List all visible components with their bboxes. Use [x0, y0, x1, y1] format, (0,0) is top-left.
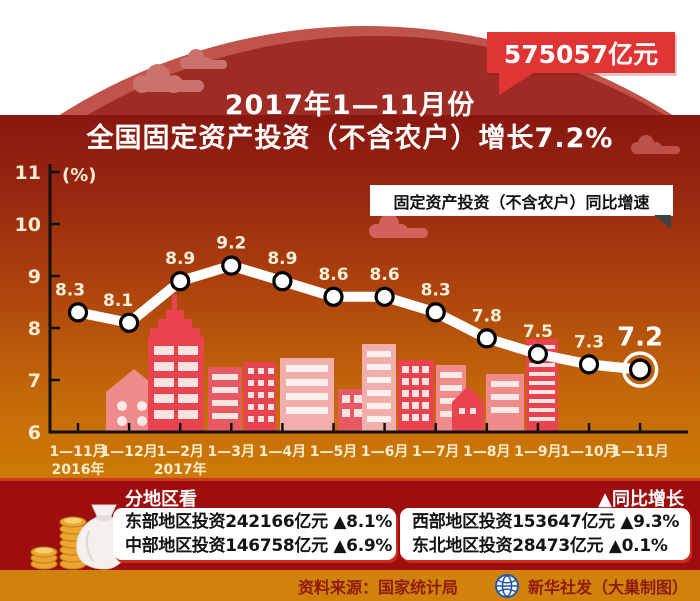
data-label: 8.6 [370, 265, 400, 285]
cloud-icon [369, 214, 428, 238]
data-point [527, 343, 549, 365]
xinhua-logo-icon [494, 573, 519, 598]
x-tick-label: 1—5月 [310, 444, 357, 460]
data-point [425, 302, 446, 323]
y-tick-label: 8 [28, 318, 41, 340]
x-tick-label: 1—4月 [259, 444, 306, 460]
highlight-ring [621, 351, 659, 388]
y-tick-label: 10 [15, 214, 41, 236]
data-label: 8.9 [267, 249, 297, 269]
data-point [221, 255, 242, 276]
x-tick-label: 1—10月 [560, 444, 617, 460]
title-line1: 2017年1—11月份 [224, 90, 476, 121]
data-label: 7.8 [472, 306, 502, 326]
trend-line-group: 8.3 8.1 8.9 9.2 8.9 8.6 8.6 8.3 7.8 7.5 7.3 7.2 [55, 234, 663, 388]
chart-legend: 固定资产投资（不含农户）同比增速 [370, 185, 673, 229]
data-point [374, 286, 395, 307]
cloud-icon [180, 49, 227, 69]
regions-label: 分地区看 [125, 489, 197, 510]
x-tick-year: 2017年 [154, 461, 207, 478]
data-point [578, 354, 600, 375]
footer: 资料来源：国家统计局 新华社发（大巢制图） [0, 570, 700, 601]
x-tick-label: 1—3月 [208, 444, 255, 460]
y-tick-label: 9 [28, 266, 41, 288]
data-label: 8.3 [55, 280, 85, 300]
total-value-badge: 575057亿元 [487, 32, 675, 95]
data-label: 8.6 [318, 265, 348, 285]
coin-stack-icon [30, 516, 87, 570]
x-tick-label: 1—6月 [361, 444, 408, 460]
x-tick-label: 1—7月 [412, 444, 459, 460]
data-label: 9.2 [216, 234, 246, 254]
data-label: 7.2 [617, 323, 663, 353]
y-tick-label: 7 [28, 370, 41, 392]
data-label: 7.5 [523, 322, 553, 342]
data-point [272, 271, 293, 292]
region-line: 东部地区投资242166亿元 ▲8.1% [125, 512, 393, 532]
data-point [119, 312, 140, 333]
data-point [323, 286, 344, 307]
data-point [476, 328, 497, 349]
title-line2: 全国固定资产投资（不含农户）增长7.2% [86, 123, 614, 154]
y-tick-label: 11 [15, 162, 41, 184]
chart-section: 6 7 8 9 10 11 (%) 1—11月 2016年 1—12月 1—2月 2017年 1—3月 1… [0, 115, 700, 478]
y-tick-label: 6 [28, 422, 41, 444]
region-box-east-central: 东部地区投资242166亿元 ▲8.1% 中部地区投资146758亿元 ▲6.9… [113, 508, 396, 560]
growth-legend: ▲同比增长 [598, 489, 684, 510]
x-tick-year: 2016年 [52, 461, 105, 478]
x-tick-label: 1—11月 [49, 444, 106, 460]
credit-text: 新华社发（大巢制图） [527, 577, 688, 597]
regions-section: 分地区看 ▲同比增长 [0, 478, 700, 570]
city-skyline [106, 295, 558, 432]
badge-label: 575057亿元 [503, 39, 659, 69]
x-tick-label: 1—11月 [611, 444, 668, 460]
cloud-icon [133, 64, 204, 93]
x-tick-label: 1—12月 [100, 444, 157, 460]
data-point [170, 271, 191, 292]
x-tick-label: 1—2月 [156, 444, 203, 460]
data-point [628, 358, 652, 381]
source-text: 资料来源：国家统计局 [297, 577, 458, 597]
data-label: 8.9 [165, 249, 195, 269]
data-label: 8.1 [103, 291, 133, 311]
y-axis-unit: (%) [62, 165, 97, 186]
region-line: 西部地区投资153647亿元 ▲9.3% [412, 512, 680, 532]
data-label: 8.3 [421, 280, 451, 300]
legend-label: 固定资产投资（不含农户）同比增速 [393, 192, 650, 212]
data-point [67, 302, 89, 323]
cloud-icon [631, 135, 680, 154]
x-tick-label: 1—8月 [463, 444, 510, 460]
x-tick-label: 1—9月 [514, 444, 561, 460]
region-line: 东北地区投资28473亿元 ▲0.1% [412, 536, 668, 556]
data-label: 7.3 [574, 332, 604, 352]
region-line: 中部地区投资146758亿元 ▲6.9% [125, 536, 393, 556]
badge-tail [499, 72, 535, 95]
region-box-west-northeast: 西部地区投资153647亿元 ▲9.3% 东北地区投资28473亿元 ▲0.1% [400, 508, 690, 560]
